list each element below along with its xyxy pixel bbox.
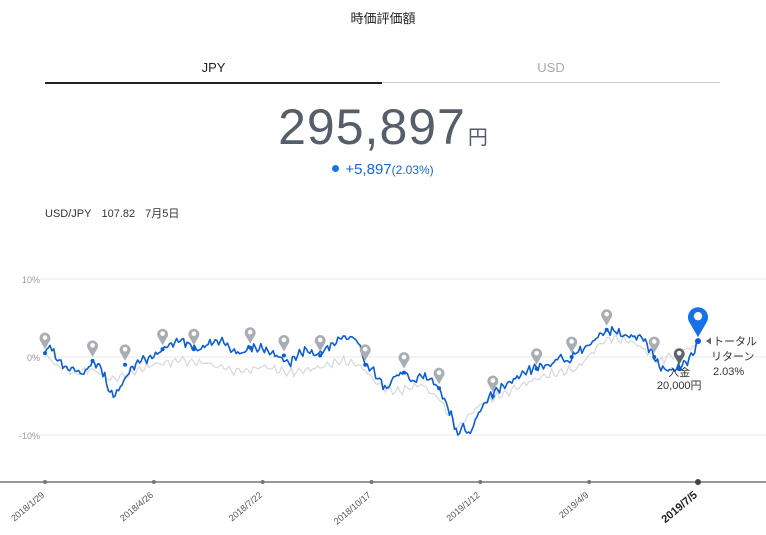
event-point [191,347,196,352]
total-label: トータル [713,335,757,348]
fx-date: 7月5日 [145,208,180,220]
y-tick-label: -10% [19,431,40,441]
deposit-amount: 20,000円 [657,380,702,392]
event-marker-icon [487,375,499,392]
event-point [43,351,47,356]
x-tick-dot [695,479,701,485]
fx-rate: USD/JPY 107.82 7月5日 [45,205,189,221]
x-tick-dot [43,480,47,484]
x-tick-dot [369,480,374,484]
deposit-label: 入金 [668,365,690,379]
event-point [534,366,539,371]
deposit-point [676,366,682,372]
event-marker-icon [648,336,660,353]
event-point [160,347,165,352]
event-marker-icon-hole [191,331,197,336]
current-location-icon [688,307,708,338]
fx-rate-value: 107.82 [101,208,136,220]
event-marker-icon-hole [362,346,368,352]
event-marker-icon-hole [122,346,128,352]
event-point [437,386,442,391]
event-point [402,370,407,375]
fx-pair: USD/JPY [45,208,92,220]
currency-tabs: JPY USD [45,60,720,84]
x-tick-label: 2018/7/22 [227,490,264,523]
event-point [123,362,128,367]
event-marker-icon-hole [436,370,442,375]
event-marker-icon [119,344,131,361]
event-marker-icon-hole [490,378,496,383]
event-point [569,355,574,359]
page-title: 時価評価額 [350,12,416,27]
y-tick-label: 0% [27,353,40,363]
event-point [652,355,657,359]
event-marker-icon [87,340,99,357]
x-tick-dot [478,480,483,484]
deposit-marker-icon [673,348,685,365]
tab-jpy[interactable]: JPY [45,60,382,84]
amount-unit: 円 [467,125,488,149]
event-marker-icon-hole [90,343,95,348]
x-tick-label: 2019/7/5 [659,489,700,526]
event-marker-icon [566,336,578,353]
deposit-marker-icon-hole [676,350,682,356]
event-marker-icon-hole [534,350,539,356]
event-marker-icon-hole [651,339,657,344]
current-location-icon-hole [693,311,703,321]
x-tick-label: 2018/4/26 [118,490,155,523]
event-marker-icon [278,335,290,352]
event-marker-icon-hole [160,331,165,336]
event-marker-icon-hole [604,311,609,317]
portfolio-line [44,326,699,436]
event-marker-icon [39,332,51,350]
change-value: +5,897 [345,161,392,178]
x-tick-dot [587,480,592,484]
event-marker-icon [359,344,371,361]
event-marker-icon [433,367,445,385]
x-tick-label: 2018/10/17 [332,490,373,527]
change-indicator: +5,897(2.03%) [0,161,766,178]
event-point [363,362,368,367]
event-marker-icon-hole [281,337,287,343]
event-point [490,394,495,398]
amount-value: 295,897 [278,99,466,155]
x-tick-dot [260,480,265,484]
comparison-line [44,333,699,431]
event-marker-icon-hole [247,329,253,335]
valuation-amount: 295,897 円 [0,98,766,156]
event-marker-icon [244,327,256,344]
total-label-2: リターン [711,350,754,363]
x-tick-label: 2019/4/9 [557,490,590,520]
event-marker-icon-hole [401,354,407,360]
x-tick-label: 2019/1/12 [445,490,482,523]
event-marker-icon [157,328,169,346]
event-point [281,353,286,358]
tab-usd[interactable]: USD [382,60,720,83]
event-point [604,327,609,332]
event-marker-icon [188,328,200,346]
event-marker-icon [398,352,410,369]
event-marker-icon-hole [42,335,48,340]
current-point [695,338,701,345]
event-point [248,345,253,350]
event-marker-icon [531,348,543,365]
x-tick-dot [151,480,156,484]
event-point [318,353,323,358]
event-point [90,358,95,363]
event-marker-icon-hole [569,339,574,344]
x-tick-label: 2018/1/29 [9,490,46,523]
event-marker-icon [601,309,613,326]
change-percent: (2.03%) [391,163,434,177]
total-return: 2.03% [713,366,744,378]
up-dot-icon [332,164,340,172]
event-marker-icon-hole [317,337,323,343]
total-arrow-icon [706,337,711,345]
y-tick-label: 10% [22,275,40,285]
event-marker-icon [314,335,326,352]
